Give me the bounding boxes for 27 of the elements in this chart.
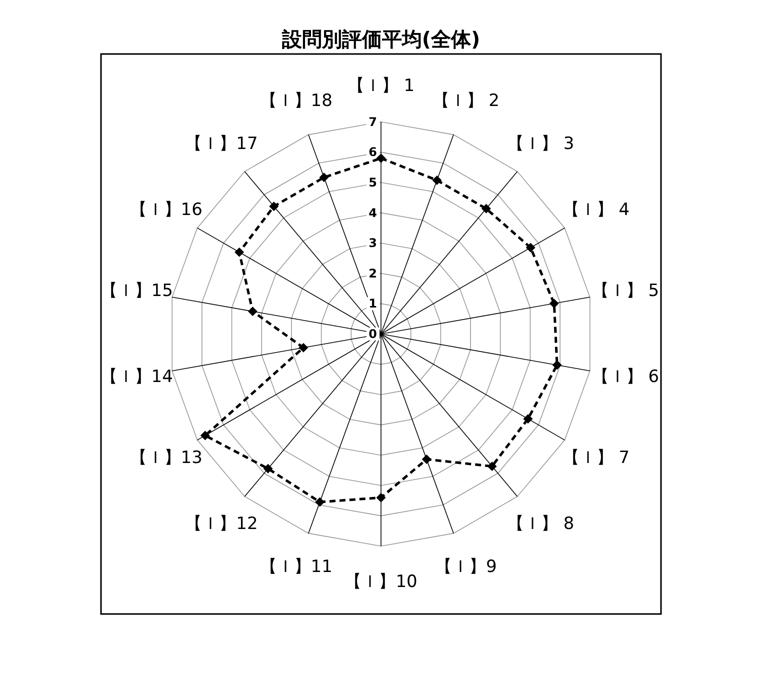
y-tick-label: 7	[368, 114, 377, 129]
spoke-label: 【Ｉ】 8	[506, 514, 574, 534]
spoke-label: 【Ｉ】11	[260, 557, 332, 578]
spoke-label: 【Ｉ】17	[185, 134, 258, 154]
spoke-label: 【Ｉ】12	[185, 514, 258, 534]
spoke-label: 【Ｉ】10	[344, 572, 418, 592]
spoke-label: 【Ｉ】16	[130, 200, 202, 220]
spoke-label: 【Ｉ】 5	[592, 280, 660, 301]
spoke-label: 【Ｉ】 7	[562, 448, 630, 468]
y-tick-label: 0	[368, 327, 377, 341]
y-tick-label: 2	[368, 266, 377, 280]
y-tick-label: 1	[368, 296, 377, 311]
spoke-label: 【Ｉ】14	[100, 367, 173, 388]
spoke-label: 【Ｉ】9	[434, 557, 497, 578]
spoke-label: 【Ｉ】15	[100, 280, 173, 301]
spoke-label: 【Ｉ】13	[130, 448, 202, 468]
spoke-label: 【Ｉ】18	[260, 90, 332, 111]
spoke-label: 【Ｉ】 2	[432, 90, 500, 111]
chart-title: 設問別評価平均(全体)	[280, 27, 480, 51]
spoke-label: 【Ｉ】 3	[506, 134, 574, 154]
spoke-label: 【Ｉ】 1	[347, 76, 415, 96]
y-tick-label: 6	[368, 145, 377, 160]
spoke-label: 【Ｉ】 6	[592, 367, 660, 388]
y-tick-label: 4	[368, 206, 377, 220]
y-tick-label: 3	[368, 236, 377, 250]
spoke-label: 【Ｉ】 4	[562, 200, 630, 220]
y-tick-label: 5	[368, 175, 377, 190]
